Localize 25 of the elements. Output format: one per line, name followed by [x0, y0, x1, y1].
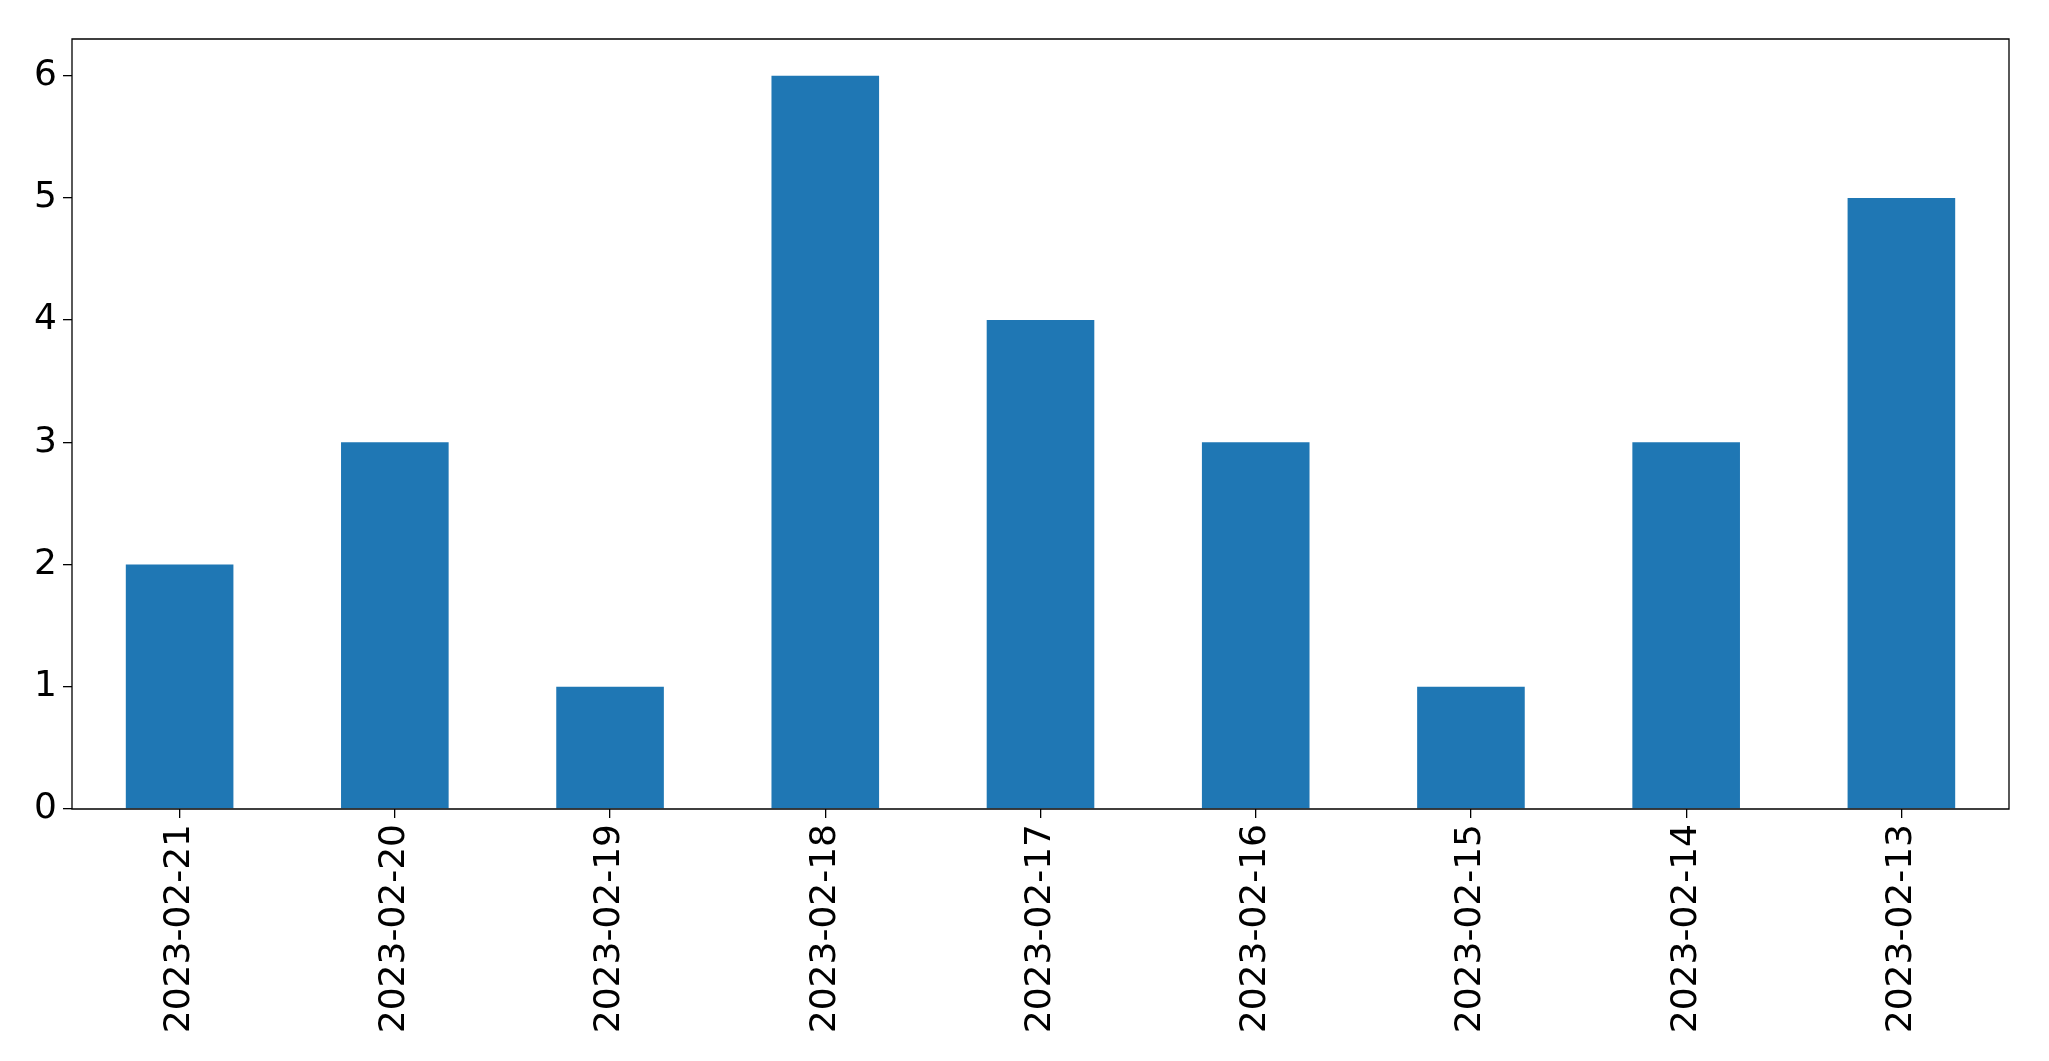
bar: [1632, 442, 1740, 809]
x-tick-label: 2023-02-16: [1232, 824, 1274, 1034]
y-tick-label: 4: [34, 296, 57, 338]
y-tick-label: 6: [34, 52, 57, 94]
x-tick-label: 2023-02-18: [801, 824, 843, 1034]
bar: [1417, 686, 1525, 809]
bar: [771, 75, 880, 809]
x-tick-label: 2023-02-14: [1662, 824, 1704, 1034]
x-tick-label: 2023-02-19: [586, 824, 628, 1034]
y-tick-label: 2: [34, 540, 57, 582]
y-tick-label: 3: [34, 418, 57, 460]
bar: [1201, 442, 1310, 809]
x-tick-label: 2023-02-20: [371, 824, 413, 1034]
y-tick-label: 0: [34, 785, 57, 827]
bar: [986, 320, 1095, 809]
bar: [341, 442, 449, 809]
x-tick-label: 2023-02-21: [155, 824, 197, 1034]
y-tick-label: 5: [34, 174, 57, 216]
bar: [1847, 197, 1956, 809]
bar: [125, 564, 234, 809]
x-tick-label: 2023-02-17: [1016, 824, 1058, 1034]
y-tick-label: 1: [34, 663, 57, 705]
x-tick-label: 2023-02-15: [1447, 824, 1489, 1034]
bar: [556, 686, 664, 809]
x-tick-label: 2023-02-13: [1877, 824, 1919, 1034]
